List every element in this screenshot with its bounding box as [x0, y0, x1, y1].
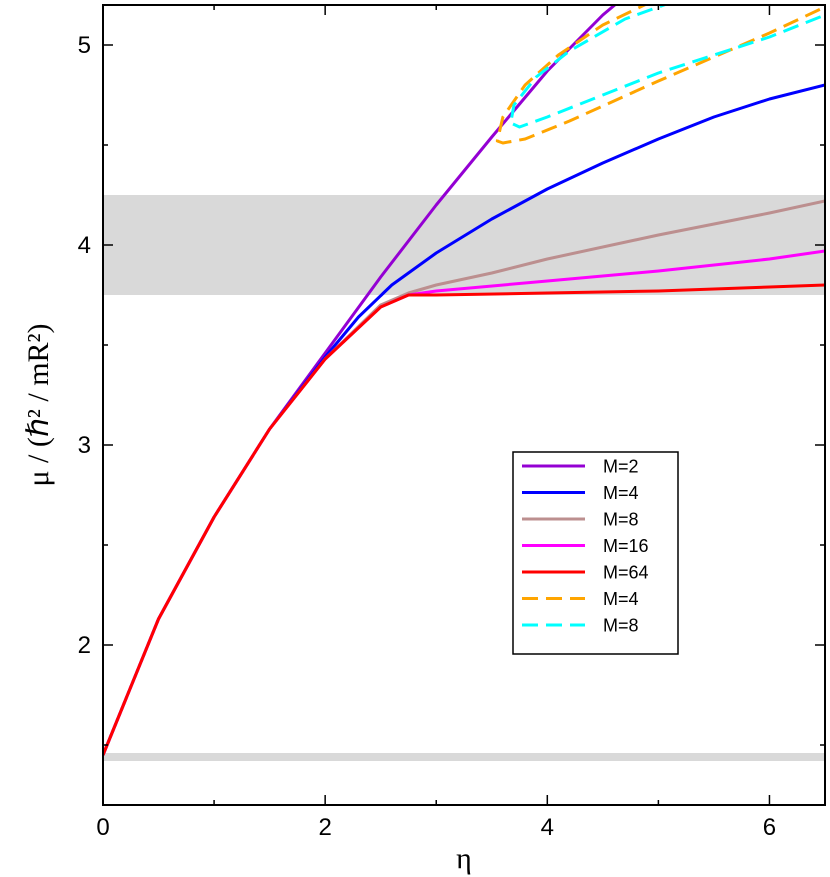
- legend-label-5: M=4: [603, 589, 639, 609]
- y-tick-label: 3: [78, 432, 91, 459]
- y-tick-label: 5: [78, 32, 91, 59]
- y-tick-label: 2: [78, 632, 91, 659]
- legend-label-0: M=2: [603, 457, 639, 477]
- x-tick-label: 0: [96, 814, 109, 841]
- legend-label-1: M=4: [603, 483, 639, 503]
- x-tick-label: 6: [763, 814, 776, 841]
- legend-box: [512, 451, 679, 655]
- x-tick-label: 2: [318, 814, 331, 841]
- y-tick-label: 4: [78, 232, 91, 259]
- series-line-5: [495, 5, 825, 145]
- legend-label-4: M=64: [603, 563, 649, 583]
- legend-label-2: M=8: [603, 510, 639, 530]
- series-line-1: [103, 83, 825, 756]
- series-line-6: [509, 5, 825, 129]
- series-line-4: [103, 283, 825, 756]
- legend-label-6: M=8: [603, 616, 639, 636]
- plot-frame: [102, 4, 826, 806]
- x-axis-title: η: [456, 842, 472, 875]
- lower-band: [103, 753, 825, 761]
- legend-label-3: M=16: [603, 536, 649, 556]
- x-tick-label: 4: [541, 814, 554, 841]
- legend: M=2 M=4 M=8 M=16 M=64 M=4 M=8: [512, 451, 679, 655]
- y-axis-title: μ / (ℏ² / mR²): [22, 323, 55, 486]
- series-line-3: [103, 249, 825, 756]
